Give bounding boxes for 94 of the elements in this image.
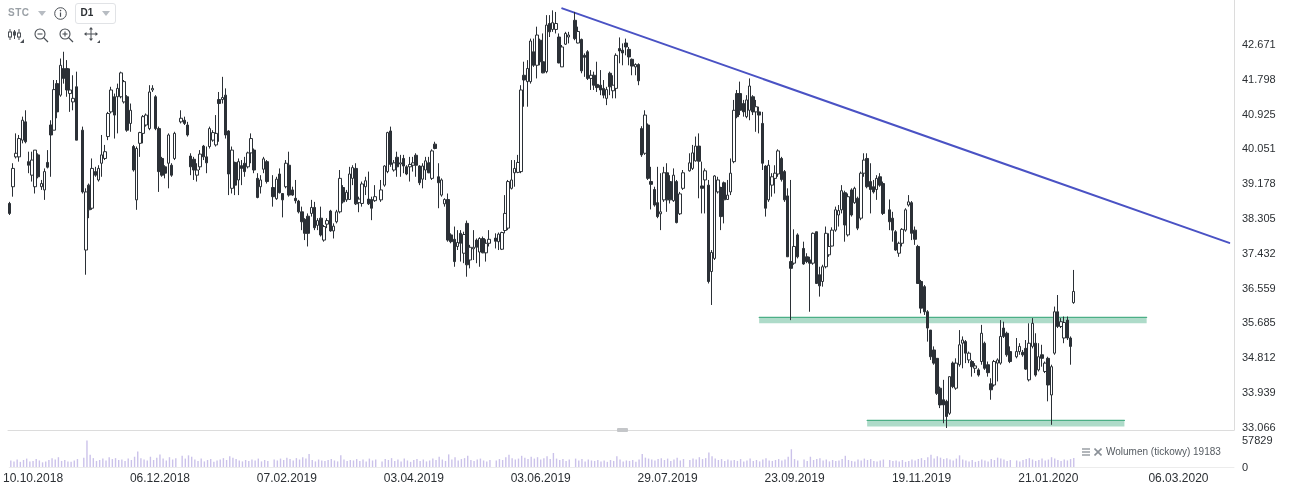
candlestick xyxy=(287,151,291,198)
candlestick xyxy=(681,169,685,191)
candlestick xyxy=(24,109,27,144)
candlestick xyxy=(237,157,240,196)
candlestick xyxy=(977,367,980,378)
candlestick xyxy=(1072,269,1075,305)
y-tick-label: 39.178 xyxy=(1242,177,1276,190)
candlestick xyxy=(1062,316,1066,344)
dropdown-field: D1 xyxy=(74,2,117,24)
candlestick xyxy=(379,179,383,203)
candlestick xyxy=(446,193,450,243)
y-tick-label: 33.066 xyxy=(1242,420,1276,433)
x-tick-label: 03.06.2019 xyxy=(510,471,572,485)
y-tick-label: 38.305 xyxy=(1242,211,1276,224)
candlestick xyxy=(437,162,440,209)
y-tick-label: 33.939 xyxy=(1242,385,1276,398)
x-tick-label: 23.09.2019 xyxy=(764,471,825,485)
text: Wolumen (tickowy) 19183 xyxy=(1106,445,1222,457)
annotation: D1 xyxy=(80,7,94,19)
candlestick xyxy=(964,339,967,364)
candlestick xyxy=(167,132,170,189)
y-tick-label: 40.925 xyxy=(1242,107,1276,120)
x-tick-label: 06.12.2018 xyxy=(129,471,191,485)
candlestick xyxy=(173,131,176,161)
candlestick xyxy=(192,156,196,181)
candlestick xyxy=(754,99,758,133)
candlestick xyxy=(14,132,18,159)
candlestick xyxy=(43,167,46,201)
y-tick-label: 34.812 xyxy=(1242,351,1276,364)
candlestick xyxy=(497,232,500,251)
x-tick-label: 10.10.2018 xyxy=(3,471,64,485)
candlestick xyxy=(535,26,539,79)
candlestick xyxy=(8,201,11,216)
candlestick xyxy=(265,159,269,185)
candlestick xyxy=(665,162,669,213)
candlestick xyxy=(186,121,189,138)
candlestick xyxy=(564,31,567,46)
candlestick xyxy=(942,379,945,424)
x-tick-label: 06.03.2020 xyxy=(1148,471,1209,485)
candlestick xyxy=(748,77,751,121)
candlestick xyxy=(513,159,516,188)
candlestick xyxy=(399,154,402,178)
y-tick-label: 37.432 xyxy=(1242,246,1276,259)
candlestick xyxy=(573,11,577,41)
x-tick-label: 19.11.2019 xyxy=(891,471,952,485)
y-tick-label: 35.685 xyxy=(1242,316,1276,329)
candlestick xyxy=(259,174,262,194)
candlestick xyxy=(205,146,208,174)
y-tick-label: 36.559 xyxy=(1242,281,1276,294)
candlestick xyxy=(453,226,456,268)
y-tick-label: 42.671 xyxy=(1242,38,1276,51)
y-tick-label: 40.051 xyxy=(1242,142,1276,155)
candlestick xyxy=(256,172,259,199)
candlestick xyxy=(402,154,405,174)
candlestick xyxy=(208,126,211,150)
candlestick xyxy=(179,109,183,124)
annotation: STC xyxy=(8,7,30,19)
candlestick xyxy=(875,174,878,201)
candlestick xyxy=(360,181,364,208)
candlestick xyxy=(980,324,983,366)
candlestick xyxy=(148,84,151,131)
candlestick xyxy=(567,31,570,44)
candlestick xyxy=(1027,322,1031,382)
candlestick xyxy=(551,9,554,33)
candlestick xyxy=(802,241,805,266)
candlestick xyxy=(75,71,78,141)
y-tick-label: 57829 xyxy=(1242,434,1273,446)
candlestick xyxy=(789,179,793,321)
candlestick xyxy=(973,362,977,374)
candlestick xyxy=(545,14,548,74)
candlestick xyxy=(459,229,462,263)
candlestick xyxy=(408,156,412,183)
candlestick xyxy=(1015,337,1018,359)
candlestick xyxy=(738,81,742,116)
x-tick-label: 07.02.2019 xyxy=(256,471,318,485)
candlestick xyxy=(348,166,351,201)
x-tick-label: 03.04.2019 xyxy=(383,471,445,485)
x-tick-label: 21.01.2020 xyxy=(1018,471,1079,485)
candlestick xyxy=(271,174,275,208)
candlestick xyxy=(478,236,481,268)
candlestick xyxy=(637,62,640,86)
candlestick xyxy=(595,61,599,93)
y-tick-label: 0 xyxy=(1242,461,1249,473)
candlestick xyxy=(189,152,192,176)
candlestick xyxy=(313,201,316,231)
candlestick xyxy=(100,134,103,178)
x-tick-label: 29.07.2019 xyxy=(637,471,698,485)
candlestick xyxy=(554,11,558,34)
candlestick xyxy=(11,162,15,198)
candlestick xyxy=(1018,342,1021,356)
candlestick xyxy=(465,220,469,278)
candlestick xyxy=(395,151,399,178)
candlestick xyxy=(494,232,497,249)
y-tick-label: 41.798 xyxy=(1242,72,1276,85)
